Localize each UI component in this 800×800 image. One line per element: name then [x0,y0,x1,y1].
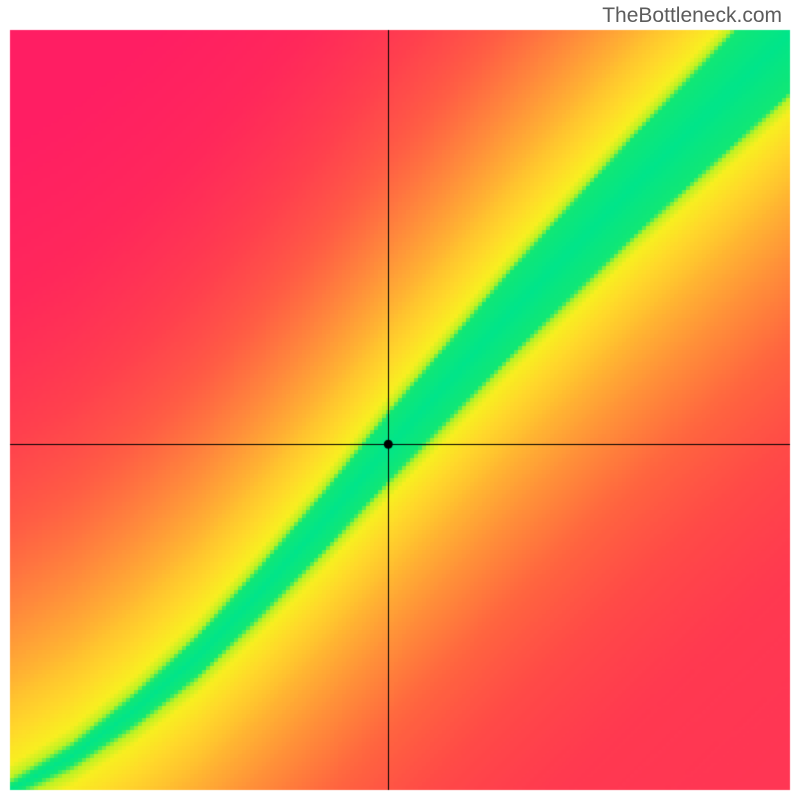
watermark-text: TheBottleneck.com [602,4,782,28]
bottleneck-heatmap [0,0,800,800]
